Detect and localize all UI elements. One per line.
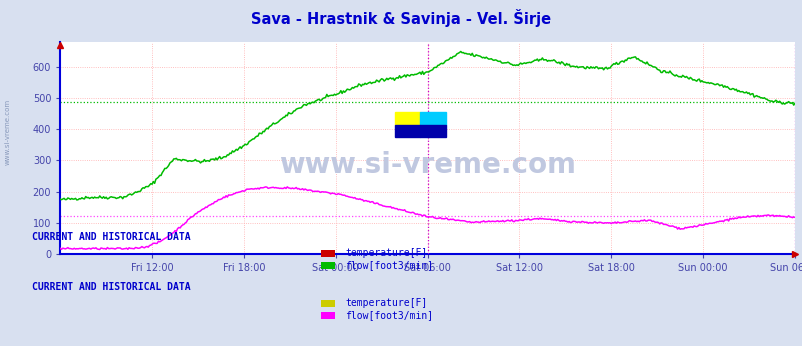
- Text: flow[foot3/min]: flow[foot3/min]: [345, 310, 433, 320]
- Bar: [419, 125, 445, 137]
- Bar: [394, 112, 419, 125]
- Text: temperature[F]: temperature[F]: [345, 298, 427, 308]
- Text: www.si-vreme.com: www.si-vreme.com: [4, 98, 10, 165]
- Text: temperature[F]: temperature[F]: [345, 248, 427, 258]
- Text: CURRENT AND HISTORICAL DATA: CURRENT AND HISTORICAL DATA: [32, 282, 191, 292]
- Text: Sava - Hrastnik & Savinja - Vel. Širje: Sava - Hrastnik & Savinja - Vel. Širje: [251, 9, 551, 27]
- Text: www.si-vreme.com: www.si-vreme.com: [279, 151, 575, 179]
- Text: CURRENT AND HISTORICAL DATA: CURRENT AND HISTORICAL DATA: [32, 232, 191, 242]
- Bar: [394, 125, 419, 137]
- Text: flow[foot3/min]: flow[foot3/min]: [345, 260, 433, 270]
- Bar: [419, 112, 445, 125]
